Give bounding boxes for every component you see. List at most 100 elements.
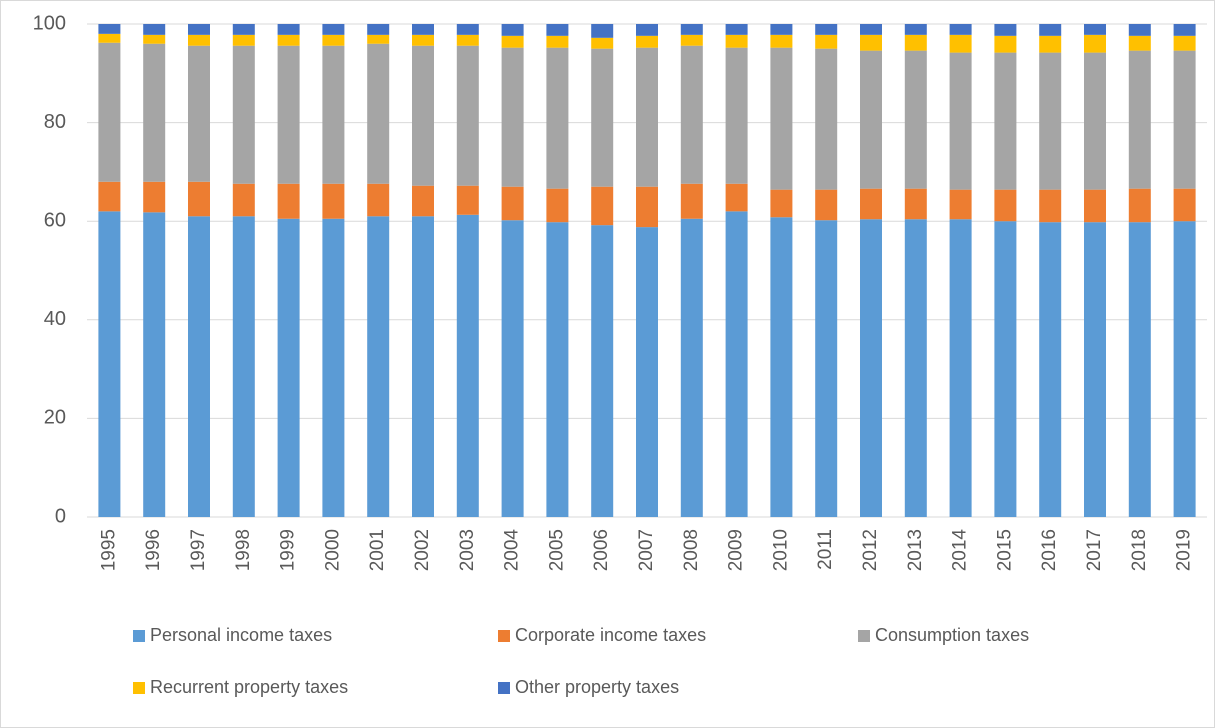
legend-label: Personal income taxes	[150, 625, 332, 645]
bar-segment	[680, 218, 703, 518]
bar-segment	[636, 47, 658, 187]
bar-segment	[1173, 35, 1196, 51]
bar-segment	[904, 50, 927, 189]
bar-segment	[322, 218, 345, 518]
bar-segment	[815, 220, 838, 518]
bar-segment	[949, 24, 972, 35]
x-tick-label: 1998	[233, 529, 254, 571]
bar-segment	[546, 222, 569, 517]
bar-segment	[725, 47, 748, 184]
bar-segment	[770, 47, 793, 190]
bar-segment	[367, 34, 390, 44]
bar-segment	[1084, 189, 1106, 223]
x-tick-label: 2015	[994, 529, 1015, 571]
x-tick-label: 2017	[1084, 529, 1105, 571]
bar-segment	[1084, 34, 1106, 53]
x-tick-label: 2018	[1129, 529, 1150, 571]
bar-segment	[725, 24, 748, 35]
bar-segment	[412, 216, 434, 517]
bar-segment	[1084, 24, 1106, 35]
bar-segment	[546, 47, 569, 189]
bar-segment	[860, 24, 882, 35]
bar-segment	[232, 34, 255, 46]
bar-segment	[456, 185, 479, 215]
bar-segment	[143, 34, 166, 44]
bar-segment	[232, 24, 255, 35]
legend-label: Consumption taxes	[875, 625, 1029, 645]
y-tick-label: 60	[44, 209, 66, 231]
legend-label: Corporate income taxes	[515, 625, 706, 645]
bar-segment	[815, 34, 838, 49]
bar-segment	[1128, 188, 1151, 223]
bar-segment	[98, 33, 121, 43]
bar-segment	[1173, 50, 1196, 189]
bar-segment	[143, 24, 166, 35]
bar-segment	[904, 219, 927, 517]
bar-segment	[98, 24, 121, 34]
x-tick-label: 2007	[636, 529, 657, 571]
legend-swatch	[133, 630, 145, 642]
bar-segment	[367, 216, 390, 517]
bar-segment	[770, 189, 793, 218]
x-tick-label: 2019	[1174, 529, 1195, 571]
bar-segment	[949, 219, 972, 517]
bar-segment	[860, 188, 882, 220]
bar-segment	[636, 186, 658, 228]
bar-segment	[591, 24, 614, 38]
x-tick-label: 2009	[726, 529, 747, 571]
bar-segment	[1128, 24, 1151, 36]
bar-segment	[994, 52, 1017, 190]
x-tick-label: 1997	[188, 529, 209, 571]
bar-segment	[232, 45, 255, 184]
bar-segment	[1039, 222, 1062, 517]
bar-segment	[322, 183, 345, 219]
bar-segment	[1128, 50, 1151, 189]
x-tick-label: 2010	[770, 529, 791, 571]
bar-segment	[815, 189, 838, 221]
bar-segment	[636, 35, 658, 48]
x-tick-label: 2012	[860, 529, 881, 571]
x-tick-label: 2003	[457, 529, 478, 571]
bar-segment	[1173, 221, 1196, 517]
bar-segment	[143, 212, 166, 518]
bar-segment	[546, 188, 569, 223]
bar-segment	[770, 217, 793, 518]
bar-segment	[591, 37, 614, 49]
bar-segment	[546, 35, 569, 48]
bar-segment	[949, 52, 972, 190]
bar-segment	[456, 45, 479, 186]
bar-segment	[591, 225, 614, 518]
legend-label: Other property taxes	[515, 677, 679, 697]
bar-segment	[456, 214, 479, 517]
bar-segment	[1173, 24, 1196, 36]
legend-swatch	[858, 630, 870, 642]
bar-segment	[143, 181, 166, 213]
bar-segment	[770, 24, 793, 35]
bar-segment	[680, 24, 703, 35]
bar-segment	[1084, 52, 1106, 190]
bar-segment	[1039, 24, 1062, 36]
bar-segment	[725, 34, 748, 48]
bar-segment	[98, 211, 121, 517]
bar-segment	[994, 35, 1017, 53]
bar-segment	[546, 24, 569, 36]
x-tick-label: 2011	[815, 529, 836, 570]
bar-segment	[232, 183, 255, 217]
x-tick-label: 2001	[367, 529, 388, 571]
bar-segment	[636, 24, 658, 36]
bar-segment	[367, 43, 390, 184]
bar-segment	[591, 48, 614, 187]
bar-segment	[501, 35, 524, 48]
bar-segment	[725, 183, 748, 212]
x-tick-label: 1996	[143, 529, 164, 571]
bar-segment	[98, 181, 121, 212]
x-tick-label: 1999	[278, 529, 299, 571]
bar-segment	[949, 34, 972, 53]
legend-swatch	[498, 630, 510, 642]
x-tick-label: 2008	[681, 529, 702, 571]
bar-segment	[815, 24, 838, 35]
x-tick-label: 2013	[905, 529, 926, 571]
x-tick-label: 2014	[950, 529, 971, 572]
bar-segment	[232, 216, 255, 517]
bar-segment	[501, 24, 524, 36]
